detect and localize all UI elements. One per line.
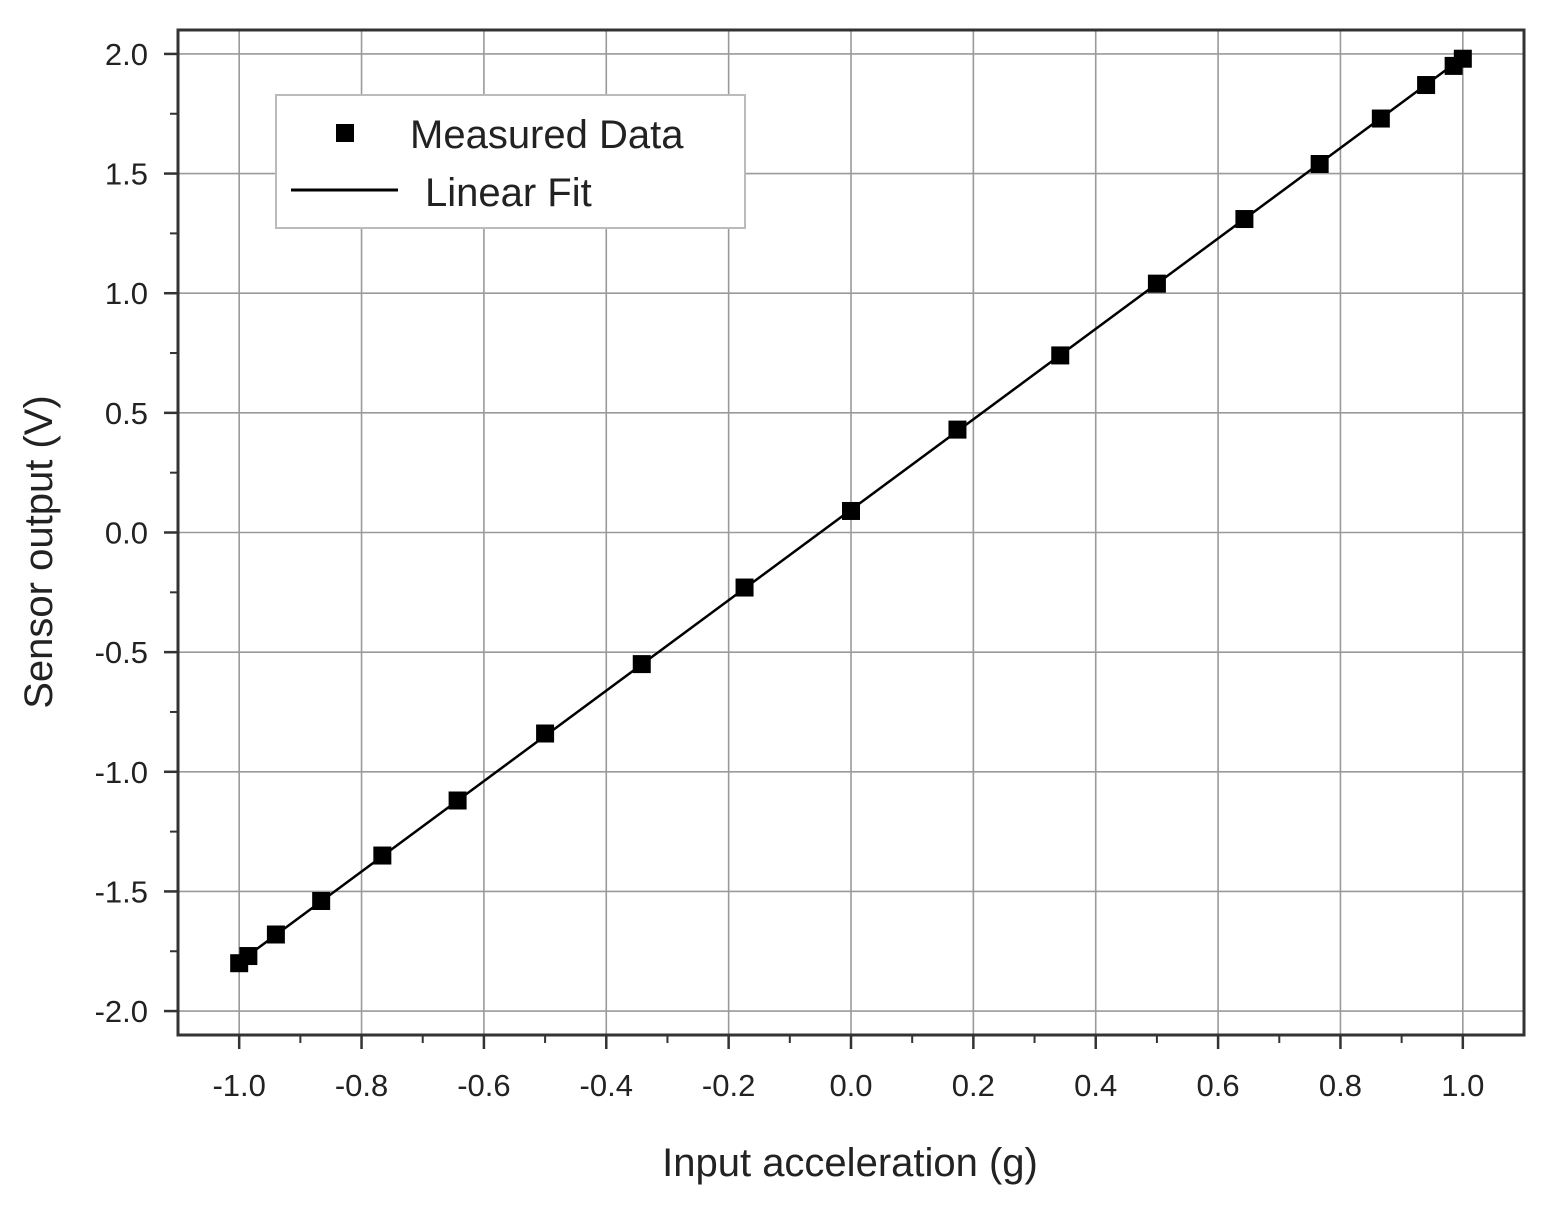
- x-axis-label: Input acceleration (g): [662, 1141, 1038, 1185]
- series-points: [230, 49, 1472, 973]
- x-tick-label: -0.2: [702, 1068, 755, 1103]
- x-tick-label: -0.4: [580, 1068, 633, 1103]
- legend-label-measured-data: Measured Data: [410, 113, 684, 157]
- measured-data-point: [266, 925, 285, 944]
- y-tick-label: -1.0: [95, 755, 148, 790]
- legend-box: [275, 94, 746, 229]
- measured-data-point: [448, 791, 467, 810]
- measured-data-point: [1417, 76, 1436, 95]
- measured-data-point: [1310, 155, 1329, 173]
- y-tick-label: 1.0: [105, 276, 148, 311]
- y-tick-label: -0.5: [95, 635, 148, 670]
- x-tick-label: 0.8: [1319, 1068, 1362, 1103]
- x-tick-label: 1.0: [1441, 1068, 1484, 1103]
- y-tick-label: -1.5: [95, 874, 148, 909]
- legend: Measured Data Linear Fit: [275, 94, 746, 229]
- y-tick-label: -2.0: [95, 994, 148, 1029]
- legend-label-linear-fit: Linear Fit: [425, 171, 592, 215]
- measured-data-point: [1371, 109, 1390, 128]
- x-tick-label: -0.8: [335, 1068, 388, 1103]
- legend-marker-measured-data: [336, 124, 354, 142]
- x-tick-labels: -1.0 -0.8 -0.6 -0.4 -0.2 0.0 0.2 0.4 0.6 0.8 1.0: [212, 1068, 1484, 1103]
- axis-ticks: [164, 52, 1465, 1049]
- measured-data-point: [1453, 49, 1472, 68]
- x-tick-label: 0.6: [1197, 1068, 1240, 1103]
- measured-data-point: [842, 501, 860, 520]
- x-tick-label: 0.2: [952, 1068, 995, 1103]
- measured-data-point: [373, 846, 392, 865]
- measured-data-point: [735, 578, 754, 597]
- x-tick-label: 0.4: [1074, 1068, 1117, 1103]
- measured-data-point: [239, 947, 258, 966]
- measured-data-point: [1235, 210, 1254, 229]
- measured-data-point: [948, 420, 967, 439]
- y-axis-label: Sensor output (V): [17, 395, 61, 709]
- x-tick-label: -1.0: [212, 1068, 265, 1103]
- y-tick-label: 2.0: [105, 37, 148, 72]
- x-tick-label: 0.0: [829, 1068, 872, 1103]
- y-tick-label: 1.5: [105, 157, 148, 192]
- measured-data-point: [1051, 346, 1070, 365]
- y-tick-label: 0.5: [105, 396, 148, 431]
- x-tick-label: -0.6: [457, 1068, 510, 1103]
- measured-data-point: [536, 724, 555, 743]
- measured-data-point: [632, 655, 651, 674]
- y-tick-label: 0.0: [105, 516, 148, 551]
- y-tick-labels: -2.0 -1.5 -1.0 -0.5 0.0 0.5 1.0 1.5 2.0: [95, 37, 148, 1029]
- measured-data-point: [1147, 274, 1166, 293]
- measured-data-point: [312, 892, 331, 910]
